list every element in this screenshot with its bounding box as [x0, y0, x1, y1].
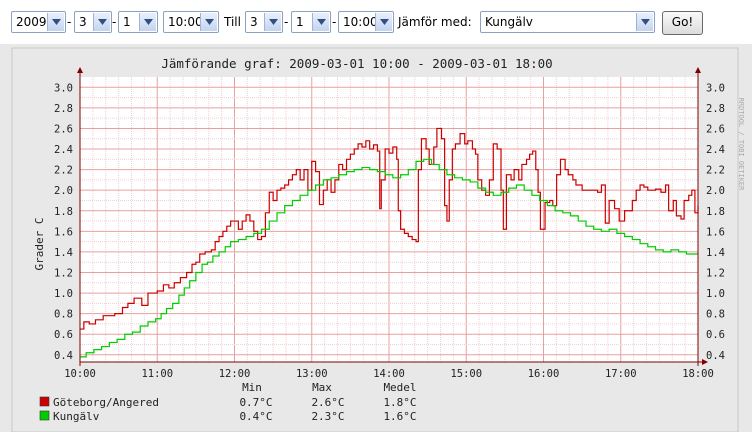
- chart-title: Jämförande graf: 2009-03-01 10:00 - 2009…: [161, 56, 552, 71]
- stats-header-min: Min: [242, 381, 262, 394]
- stat-goteborg-max: 2.6°C: [311, 396, 344, 409]
- y-tick-label-left: 1.2: [54, 267, 73, 279]
- x-tick-label: 16:00: [528, 368, 560, 380]
- y-axis-right-arrow: [695, 67, 701, 73]
- y-tick-label-left: 2.0: [54, 185, 73, 197]
- stats-header-mean: Medel: [383, 381, 416, 394]
- y-tick-label-right: 2.2: [706, 165, 725, 177]
- from-year-value: 2009: [16, 15, 47, 29]
- chevron-down-icon[interactable]: [139, 13, 156, 31]
- stat-goteborg-min: 0.7°C: [239, 396, 272, 409]
- y-tick-label-left: 1.6: [54, 226, 73, 238]
- date-separator: -: [332, 15, 337, 29]
- y-tick-label-right: 2.6: [706, 123, 725, 135]
- y-tick-label-left: 1.0: [54, 288, 73, 300]
- grid: [79, 77, 699, 362]
- tick-labels: 10:00 11:00 12:00 13:00 14:00 15:00 16:00 17:00…: [54, 82, 725, 380]
- from-year-select[interactable]: 2009: [11, 11, 66, 33]
- stat-kungalv-min: 0.4°C: [239, 410, 272, 423]
- y-tick-label-left: 2.2: [54, 165, 73, 177]
- y-tick-label-left: 3.0: [54, 82, 73, 94]
- y-tick-label-right: 0.8: [706, 309, 725, 321]
- x-tick-label: 10:00: [64, 368, 96, 380]
- compare-label: Jämför med:: [398, 15, 472, 29]
- y-tick-label-left: 2.8: [54, 103, 73, 115]
- y-tick-label-left: 1.8: [54, 206, 73, 218]
- y-axis-label: Grader C: [33, 218, 46, 271]
- x-tick-label: 13:00: [296, 368, 328, 380]
- y-tick-label-right: 3.0: [706, 82, 725, 94]
- y-tick-label-right: 1.0: [706, 288, 725, 300]
- y-axis-left-arrow: [77, 67, 83, 73]
- x-tick-label: 12:00: [219, 368, 251, 380]
- temperature-chart: Jämförande graf: 2009-03-01 10:00 - 2009…: [11, 47, 745, 432]
- series-lines: [80, 127, 699, 358]
- go-button[interactable]: Go!: [662, 11, 703, 35]
- y-tick-label-right: 2.4: [706, 144, 725, 156]
- chevron-down-icon[interactable]: [200, 13, 217, 31]
- x-tick-label: 11:00: [141, 368, 173, 380]
- chevron-down-icon[interactable]: [636, 13, 653, 31]
- y-tick-label-left: 0.8: [54, 309, 73, 321]
- x-tick-label: 14:00: [373, 368, 405, 380]
- x-tick-label: 17:00: [605, 368, 637, 380]
- from-time-value: 10:00: [168, 15, 203, 29]
- controls-toolbar: 2009 - 3 - 1 10:00 Till 3 - 1 - 10:00 Jä…: [0, 0, 752, 44]
- till-label: Till: [224, 15, 241, 29]
- date-separator: -: [67, 15, 72, 29]
- from-month-select[interactable]: 3: [74, 11, 112, 33]
- axes: [77, 67, 708, 366]
- to-month-select[interactable]: 3: [245, 11, 283, 33]
- from-time-select[interactable]: 10:00: [163, 11, 219, 33]
- chevron-down-icon[interactable]: [312, 13, 329, 31]
- to-month-value: 3: [250, 15, 258, 29]
- x-axis-arrow: [702, 359, 708, 365]
- chevron-down-icon[interactable]: [264, 13, 281, 31]
- y-tick-label-left: 1.4: [54, 247, 73, 259]
- stat-kungalv-max: 2.3°C: [311, 410, 344, 423]
- date-separator: -: [284, 15, 289, 29]
- y-tick-label-left: 0.6: [54, 329, 73, 341]
- compare-select[interactable]: Kungälv: [480, 11, 655, 33]
- from-day-select[interactable]: 1: [118, 11, 158, 33]
- date-separator: -: [112, 15, 117, 29]
- legend-label-kungalv: Kungälv: [53, 410, 100, 423]
- stat-kungalv-mean: 1.6°C: [383, 410, 416, 423]
- stats-header-max: Max: [312, 381, 332, 394]
- chevron-down-icon[interactable]: [375, 13, 392, 31]
- y-tick-label-right: 1.2: [706, 267, 725, 279]
- chevron-down-icon[interactable]: [47, 13, 64, 31]
- y-tick-label-right: 0.4: [706, 350, 725, 362]
- to-time-select[interactable]: 10:00: [338, 11, 394, 33]
- y-tick-label-left: 2.6: [54, 123, 73, 135]
- y-tick-label-right: 1.8: [706, 206, 725, 218]
- stats-table: Min Max Medel Göteborg/Angered 0.7°C 2.6…: [39, 381, 417, 423]
- stat-goteborg-mean: 1.8°C: [383, 396, 416, 409]
- series-line-kungalv: [80, 158, 698, 358]
- to-day-select[interactable]: 1: [291, 11, 331, 33]
- rrdtool-watermark: RRDTOOL / TOBI OETIKER: [737, 98, 745, 192]
- series-line-goteborg: [80, 127, 699, 330]
- y-tick-label-left: 0.4: [54, 350, 73, 362]
- from-month-value: 3: [79, 15, 87, 29]
- y-tick-label-left: 2.4: [54, 144, 73, 156]
- chevron-down-icon[interactable]: [93, 13, 110, 31]
- y-tick-label-right: 2.0: [706, 185, 725, 197]
- y-tick-label-right: 1.4: [706, 247, 725, 259]
- to-time-value: 10:00: [343, 15, 378, 29]
- y-tick-label-right: 2.8: [706, 103, 725, 115]
- graph-panel: Jämförande graf: 2009-03-01 10:00 - 2009…: [0, 44, 752, 432]
- x-tick-label: 18:00: [682, 368, 714, 380]
- legend-swatch-goteborg: [39, 396, 50, 407]
- to-day-value: 1: [296, 15, 304, 29]
- compare-value: Kungälv: [485, 15, 533, 29]
- legend-label-goteborg: Göteborg/Angered: [53, 396, 159, 409]
- from-day-value: 1: [123, 15, 131, 29]
- x-tick-label: 15:00: [450, 368, 482, 380]
- legend-swatch-kungalv: [39, 410, 50, 421]
- y-tick-label-right: 0.6: [706, 329, 725, 341]
- y-tick-label-right: 1.6: [706, 226, 725, 238]
